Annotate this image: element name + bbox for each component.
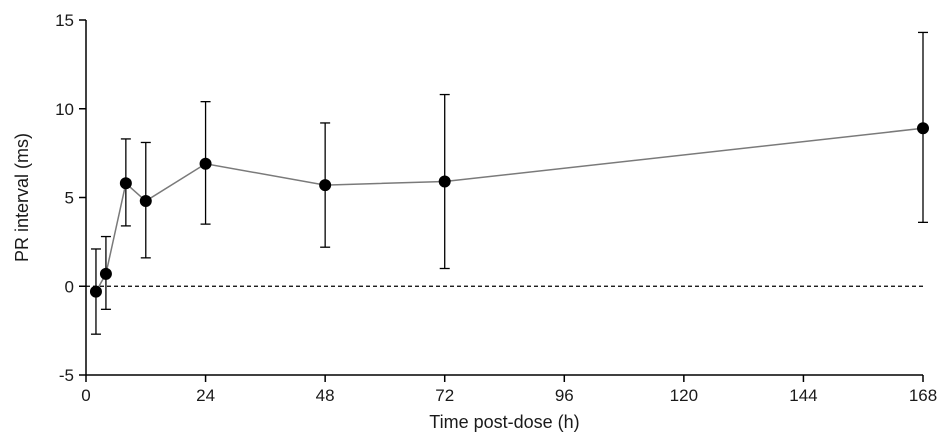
x-tick-label: 144 bbox=[789, 386, 817, 405]
y-axis-title: PR interval (ms) bbox=[12, 133, 32, 262]
axes-group bbox=[79, 19, 924, 382]
data-points-group bbox=[89, 122, 929, 298]
x-axis-title: Time post-dose (h) bbox=[429, 412, 579, 432]
series-line bbox=[95, 127, 924, 292]
y-tick-label: 0 bbox=[65, 277, 74, 296]
data-point bbox=[917, 122, 929, 135]
data-point bbox=[139, 195, 152, 208]
x-tick-label: 24 bbox=[196, 386, 215, 405]
data-point bbox=[438, 175, 451, 188]
x-tick-label: 168 bbox=[909, 386, 937, 405]
series-line-group bbox=[95, 127, 924, 292]
x-tick-label: 120 bbox=[670, 386, 698, 405]
x-tick-label: 96 bbox=[555, 386, 574, 405]
error-bars-group bbox=[90, 31, 928, 335]
y-tick-label: 10 bbox=[55, 100, 74, 119]
x-tick-label: 48 bbox=[316, 386, 335, 405]
data-point bbox=[199, 157, 212, 170]
tick-labels-group: -5 0 5 10 15 0 24 48 72 96 120 144 168 bbox=[55, 11, 937, 405]
data-point bbox=[119, 177, 132, 190]
data-point bbox=[319, 179, 332, 192]
x-tick-label: 72 bbox=[435, 386, 454, 405]
data-point bbox=[89, 285, 102, 298]
y-tick-label: -5 bbox=[59, 366, 74, 385]
y-tick-label: 15 bbox=[55, 11, 74, 30]
x-tick-label: 0 bbox=[81, 386, 90, 405]
data-point bbox=[99, 267, 112, 280]
y-tick-label: 5 bbox=[65, 189, 74, 208]
